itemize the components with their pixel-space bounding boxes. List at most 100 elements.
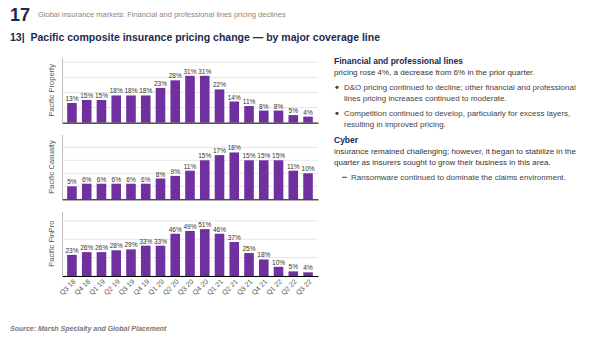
data-label: 5% [289, 107, 299, 114]
data-label: 51% [198, 221, 211, 228]
bars [67, 152, 313, 199]
data-label: 18% [228, 144, 241, 151]
data-label: 6% [97, 176, 107, 183]
bar [156, 88, 166, 123]
page: 17Global insurance markets: Financial an… [0, 0, 600, 337]
bar [141, 184, 151, 200]
bar [111, 95, 121, 122]
x-tick-label: Q3 22 [294, 278, 313, 297]
data-labels: 23%26%26%28%29%33%33%46%49%51%46%37%25%1… [65, 221, 313, 271]
bar [259, 111, 269, 123]
bar [126, 95, 136, 122]
annotation: Cyber [334, 135, 359, 145]
bar [303, 272, 313, 276]
data-label: 15% [243, 152, 256, 159]
data-label: 29% [124, 241, 137, 248]
data-label: 15% [257, 152, 270, 159]
chart-title: 13| Pacific composite insurance pricing … [10, 31, 380, 43]
bar [274, 160, 284, 199]
x-axis-line [63, 123, 319, 124]
bar [259, 259, 269, 276]
data-label: 8% [259, 103, 269, 110]
bar [274, 267, 284, 276]
bullet [335, 86, 338, 89]
data-label: 26% [95, 244, 108, 251]
data-label: 15% [272, 152, 285, 159]
y-axis-line [62, 212, 63, 277]
bar [288, 171, 298, 200]
data-label: 31% [183, 68, 196, 75]
bar [97, 100, 107, 123]
bar [200, 229, 210, 276]
annotation: insurance remained challenging; however,… [334, 147, 576, 167]
annotation-line: resulting in improved pricing. [344, 120, 446, 129]
bar [82, 252, 92, 276]
annotation-line: Cyber [334, 135, 359, 145]
annotation: Competition continued to develop, partic… [344, 109, 570, 129]
y-axis-title: Pacific FinPro [47, 221, 56, 267]
data-label: 8% [156, 171, 166, 178]
data-label: 25% [243, 245, 256, 252]
bar [200, 76, 210, 123]
y-axis [62, 59, 63, 124]
bar [185, 231, 195, 276]
y-axis-line [62, 135, 63, 200]
bar [244, 106, 254, 123]
dash [342, 177, 347, 178]
panel: 13%15%15%18%18%18%23%28%31%31%22%14%11%8… [47, 59, 319, 124]
bar [156, 179, 166, 200]
annotation: pricing rose 4%, a decrease from 6% in t… [334, 68, 535, 77]
data-label: 6% [112, 176, 122, 183]
bar [215, 234, 225, 276]
y-axis-title: Pacific Property [47, 64, 56, 117]
data-label: 11% [243, 98, 256, 105]
bar [67, 186, 77, 199]
data-label: 33% [154, 238, 167, 245]
bar [229, 152, 239, 199]
data-label: 26% [80, 244, 93, 251]
data-label: 23% [65, 247, 78, 254]
bar [156, 246, 166, 276]
annotation: Financial and professional lines [334, 56, 463, 66]
data-label: 23% [154, 80, 167, 87]
y-axis-title: Pacific Casualty [47, 140, 56, 194]
data-label: 15% [80, 92, 93, 99]
y-axis [62, 212, 63, 277]
data-label: 18% [110, 87, 123, 94]
bar [82, 184, 92, 200]
data-label: 9% [171, 168, 181, 175]
annotation-line: lines pricing increases continued to mod… [344, 94, 507, 103]
bar [170, 234, 180, 276]
grid-line [62, 147, 318, 148]
bar [82, 100, 92, 123]
annotation: D&O pricing continued to decline; other … [344, 83, 576, 103]
data-label: 22% [213, 81, 226, 88]
bar [274, 111, 284, 123]
data-label: 15% [198, 152, 211, 159]
bar [170, 80, 180, 122]
bar [200, 160, 210, 199]
bar [141, 246, 151, 276]
bar [229, 242, 239, 276]
bar [244, 160, 254, 199]
bar [111, 184, 121, 200]
data-label: 17% [213, 147, 226, 154]
sidebar: Financial and professional lines pricing … [334, 56, 576, 182]
y-axis-line [62, 59, 63, 124]
grid-line [62, 220, 318, 221]
data-label: 5% [289, 263, 299, 270]
x-axis: Q3 18Q4 18Q1 19Q2 19Q3 19Q4 19Q1 20Q2 20… [58, 276, 318, 297]
annotation-line: pricing rose 4%, a decrease from 6% in t… [334, 68, 535, 77]
x-axis [63, 123, 319, 124]
bar [244, 253, 254, 276]
annotation-line: Competition continued to develop, partic… [344, 109, 570, 118]
data-label: 28% [110, 242, 123, 249]
annotation: Ransomware continued to dominate the cla… [351, 173, 566, 182]
data-label: 14% [228, 94, 241, 101]
data-labels: 13%15%15%18%18%18%23%28%31%31%22%14%11%8… [65, 68, 313, 116]
bar [126, 184, 136, 200]
bar [185, 171, 195, 200]
data-label: 10% [302, 165, 315, 172]
page-subtitle: Global insurance markets: Financial and … [38, 10, 286, 19]
x-axis-line [63, 276, 319, 277]
